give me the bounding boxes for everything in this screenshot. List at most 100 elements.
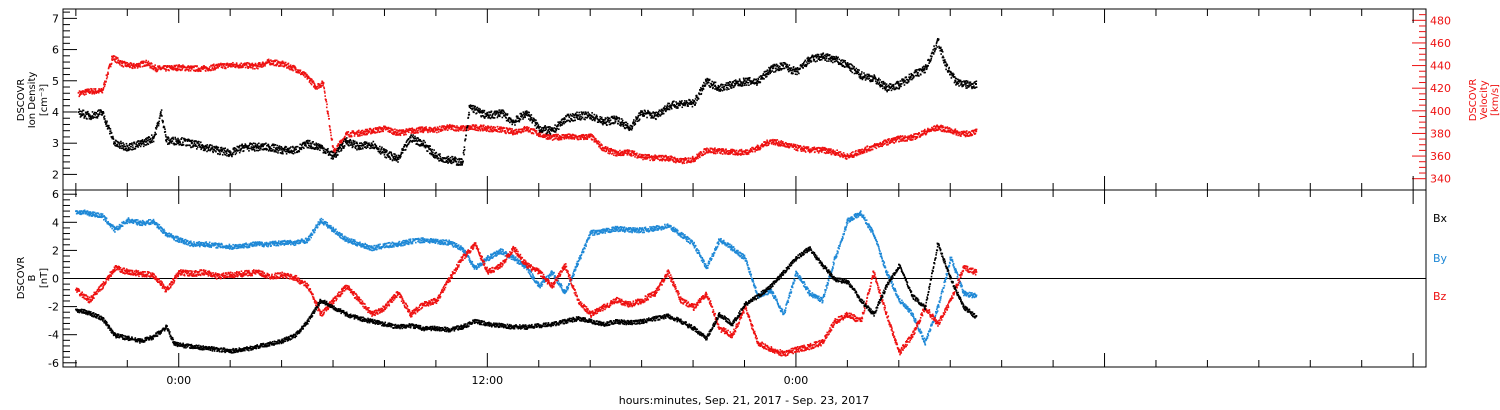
density-point bbox=[119, 147, 121, 150]
velocity-point bbox=[916, 136, 919, 139]
velocity-point bbox=[881, 142, 884, 145]
velocity-point bbox=[115, 58, 118, 60]
velocity-point bbox=[141, 65, 144, 68]
density-point bbox=[444, 157, 447, 159]
velocity-point bbox=[400, 132, 403, 135]
velocity-point bbox=[970, 133, 972, 136]
density-point bbox=[475, 108, 478, 111]
velocity-point bbox=[784, 145, 787, 148]
density-point bbox=[555, 125, 558, 128]
density-point bbox=[457, 163, 459, 165]
velocity-point bbox=[166, 65, 169, 67]
density-point bbox=[92, 116, 95, 119]
velocity-point bbox=[399, 129, 401, 131]
density-point bbox=[373, 147, 376, 150]
density-point bbox=[234, 148, 237, 150]
velocity-point bbox=[890, 137, 893, 140]
velocity-point bbox=[113, 55, 116, 58]
velocity-point bbox=[703, 151, 705, 153]
velocity-point bbox=[611, 150, 613, 152]
velocity-point bbox=[382, 130, 385, 133]
velocity-point bbox=[269, 62, 272, 64]
velocity-point bbox=[523, 128, 526, 130]
density-point bbox=[286, 150, 288, 153]
velocity-point bbox=[355, 132, 358, 135]
density-point bbox=[108, 127, 111, 130]
density-point bbox=[588, 113, 590, 115]
density-point bbox=[239, 149, 242, 152]
velocity-point bbox=[394, 130, 397, 133]
velocity-point bbox=[740, 150, 742, 152]
density-point bbox=[235, 149, 237, 152]
velocity-point bbox=[549, 138, 551, 140]
velocity-point bbox=[127, 65, 129, 67]
velocity-point bbox=[85, 91, 88, 93]
velocity-point bbox=[262, 64, 265, 66]
velocity-point bbox=[596, 142, 598, 145]
velocity-point bbox=[820, 151, 823, 153]
velocity-point bbox=[121, 60, 123, 62]
velocity-point bbox=[208, 66, 211, 68]
velocity-point bbox=[90, 90, 93, 92]
velocity-point bbox=[173, 68, 175, 71]
density-point bbox=[324, 148, 326, 151]
density-point bbox=[622, 123, 625, 125]
velocity-point bbox=[824, 146, 826, 149]
velocity-point bbox=[962, 130, 965, 133]
velocity-point bbox=[152, 65, 154, 67]
velocity-point bbox=[255, 67, 258, 69]
density-point bbox=[331, 154, 333, 157]
velocity-point bbox=[490, 128, 492, 130]
velocity-point bbox=[865, 149, 867, 152]
density-point bbox=[90, 118, 92, 121]
velocity-point bbox=[570, 135, 572, 138]
density-point bbox=[219, 151, 221, 153]
velocity-point bbox=[859, 153, 862, 155]
density-point bbox=[270, 144, 273, 147]
density-point bbox=[190, 141, 193, 143]
velocity-point bbox=[454, 126, 456, 128]
density-point bbox=[412, 134, 414, 136]
velocity-point bbox=[672, 158, 674, 161]
density-point bbox=[479, 110, 482, 112]
velocity-point bbox=[571, 133, 574, 136]
velocity-point bbox=[242, 66, 244, 68]
density-point bbox=[516, 120, 519, 123]
density-point bbox=[416, 142, 418, 145]
velocity-point bbox=[154, 69, 157, 72]
velocity-point bbox=[942, 126, 945, 129]
density-point bbox=[326, 151, 329, 154]
density-point bbox=[445, 159, 448, 162]
velocity-point bbox=[303, 74, 305, 77]
velocity-point bbox=[622, 153, 625, 155]
density-point bbox=[79, 113, 81, 115]
velocity-point bbox=[463, 125, 465, 128]
velocity-point bbox=[262, 61, 264, 64]
density-point bbox=[522, 118, 524, 120]
velocity-point bbox=[176, 67, 179, 70]
density-point bbox=[591, 112, 593, 114]
density-point bbox=[407, 143, 410, 145]
velocity-point bbox=[108, 65, 110, 68]
density-point bbox=[179, 141, 181, 144]
density-point bbox=[258, 142, 260, 145]
density-point bbox=[324, 151, 327, 153]
density-point bbox=[303, 142, 306, 145]
velocity-point bbox=[599, 145, 601, 148]
velocity-point bbox=[373, 130, 375, 133]
velocity-point bbox=[277, 60, 280, 63]
velocity-point bbox=[906, 140, 909, 142]
density-point bbox=[369, 144, 372, 147]
density-point bbox=[424, 144, 426, 147]
velocity-point bbox=[423, 126, 426, 129]
velocity-point bbox=[356, 130, 359, 133]
velocity-point bbox=[626, 150, 628, 152]
density-point bbox=[285, 146, 288, 148]
density-point bbox=[384, 151, 387, 154]
velocity-point bbox=[136, 67, 139, 69]
density-point bbox=[397, 154, 400, 157]
velocity-point bbox=[84, 89, 87, 92]
velocity-point bbox=[370, 132, 372, 135]
velocity-point bbox=[449, 126, 452, 128]
velocity-point bbox=[495, 129, 497, 131]
